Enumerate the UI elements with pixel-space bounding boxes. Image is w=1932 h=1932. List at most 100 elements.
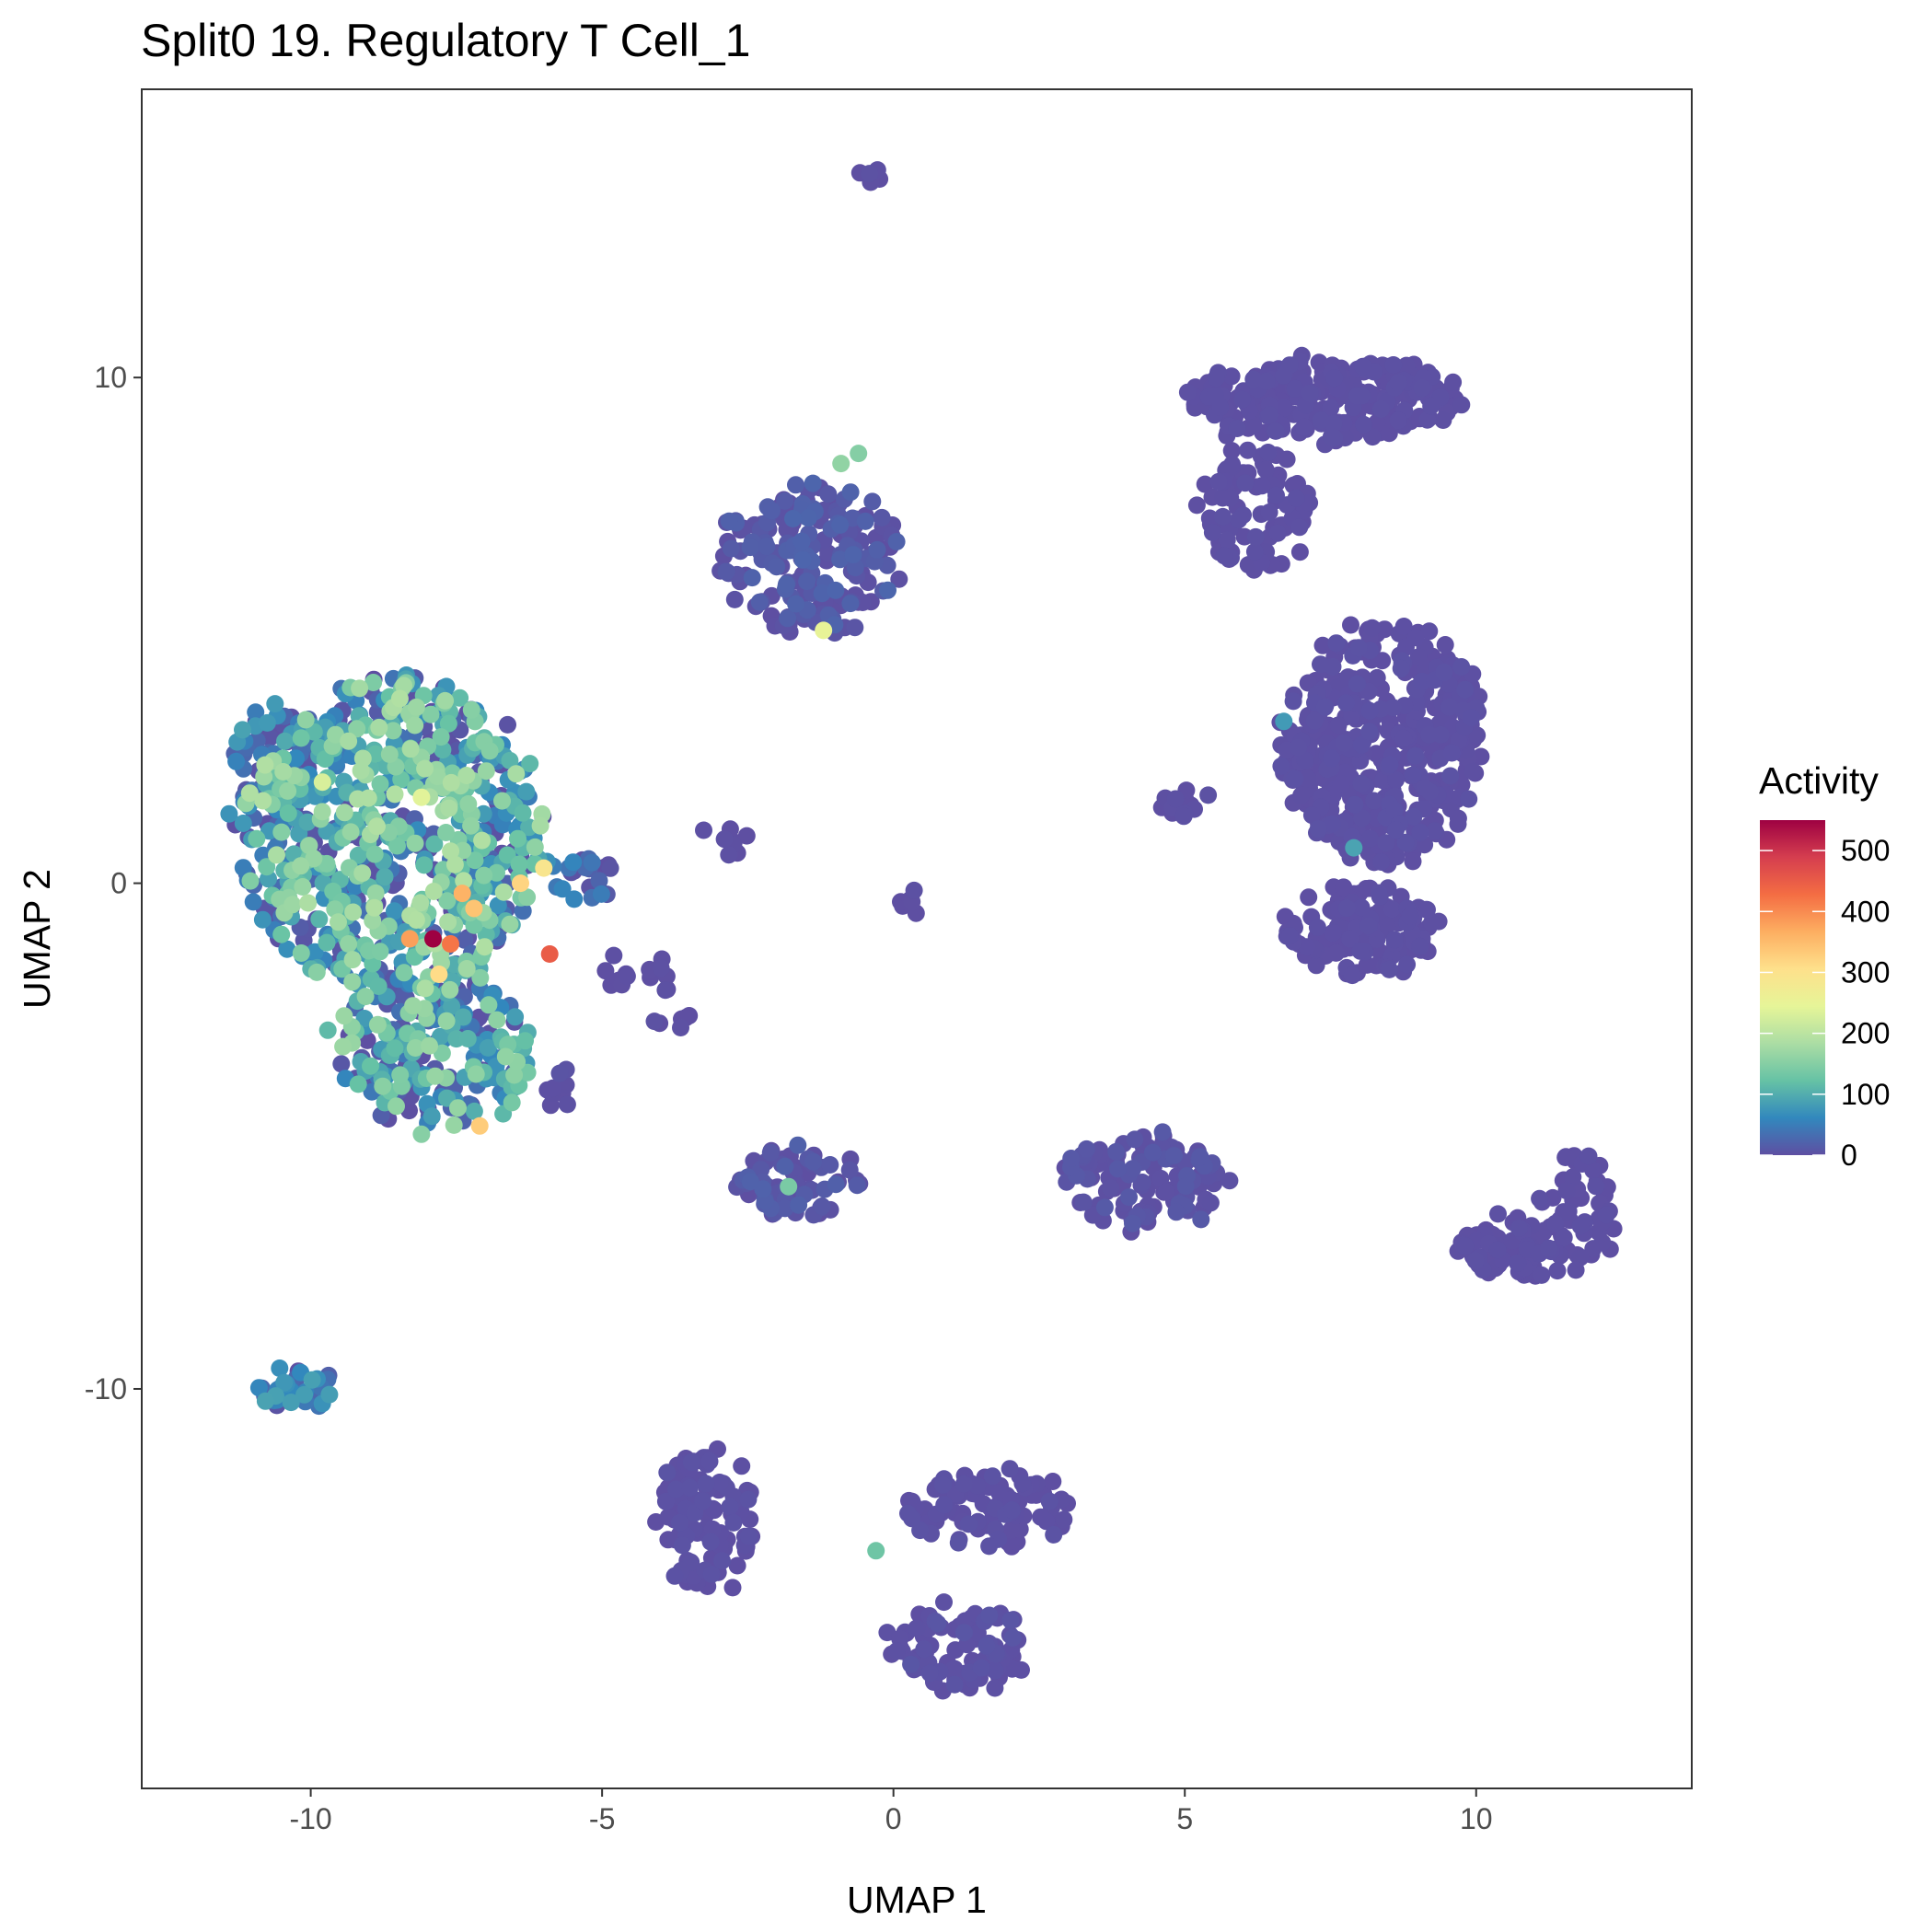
x-tick-label: 10 [1460,1802,1493,1835]
data-point [1540,1239,1558,1257]
data-point [362,1057,379,1075]
data-point [553,880,572,898]
data-point [272,925,291,943]
data-point [799,509,817,527]
data-point [279,804,297,822]
data-point [1422,397,1440,415]
data-point [590,872,608,890]
data-point [307,963,326,981]
data-point [720,512,738,530]
data-point [1222,442,1241,460]
data-point [1363,428,1382,446]
data-point [516,1032,534,1050]
data-point [353,864,372,883]
data-point [1001,1521,1020,1539]
data-point [416,979,434,998]
data-point [1187,496,1206,515]
data-point [303,1371,321,1389]
data-point [395,964,413,982]
data-point [366,884,385,902]
data-points [220,161,1623,1700]
data-point [426,1067,445,1085]
data-point [768,558,786,576]
data-point [1355,415,1372,434]
data-point [813,584,831,603]
data-point [1463,762,1482,781]
data-point [1380,960,1398,978]
data-point [369,978,388,995]
data-point [388,1097,405,1116]
data-point [256,1392,274,1410]
data-point [725,590,744,608]
data-point [1489,1205,1507,1223]
data-point [750,593,769,611]
data-point [776,1199,794,1218]
data-point [380,746,399,763]
data-point [438,892,457,910]
data-point [863,492,882,511]
data-point [1260,503,1278,521]
data-point [1394,618,1413,635]
data-point [1426,822,1444,840]
data-point [1174,807,1193,826]
highlight-point [412,788,431,806]
data-point [334,1037,353,1056]
legend-tick-label: 200 [1841,1017,1890,1050]
highlight-point [832,455,850,473]
data-point [1409,648,1428,666]
data-point [1165,1147,1183,1164]
data-point [349,1075,367,1093]
highlight-point [535,859,553,877]
data-point [761,1143,780,1162]
data-point [1275,399,1293,417]
y-tick-label: -10 [85,1372,127,1406]
data-point [1244,416,1263,434]
highlight-point [465,899,483,918]
data-point [1460,790,1478,808]
legend-tick-label: 100 [1841,1078,1890,1111]
data-point [1546,1214,1565,1232]
data-point [986,1679,1004,1697]
data-point [327,725,344,744]
data-point [1003,1628,1022,1647]
data-point [457,767,476,784]
data-point [1300,888,1318,907]
data-point [841,595,860,613]
data-point [248,829,266,848]
data-point [1290,738,1307,757]
data-point [1387,821,1406,839]
data-point [1406,746,1425,765]
data-point [1452,658,1471,676]
data-point [1312,411,1330,430]
data-point [1292,786,1311,804]
data-point [846,559,864,577]
data-point [428,768,446,786]
data-point [1559,1202,1578,1221]
data-point [758,538,776,556]
data-point [903,1510,921,1528]
data-point [365,845,384,863]
data-point [1305,711,1324,730]
data-point [1360,701,1379,720]
data-point [458,1030,477,1047]
x-tick-label: -5 [589,1802,615,1835]
data-point [831,515,850,534]
data-point [656,981,675,1000]
data-point [1032,1508,1050,1526]
data-point [368,817,386,836]
data-point [1404,766,1422,784]
data-point [776,492,794,510]
data-point [873,508,891,526]
data-point [1078,1140,1095,1158]
data-point [592,885,610,903]
data-point [1213,489,1232,507]
highlight-point [815,621,833,640]
data-point [406,716,424,735]
data-point [682,1453,700,1471]
data-point [1325,369,1344,388]
legend-tick-label: 0 [1841,1139,1857,1172]
data-point [253,910,272,929]
data-point [739,1490,758,1509]
data-point [386,785,404,804]
data-point [1411,823,1429,841]
